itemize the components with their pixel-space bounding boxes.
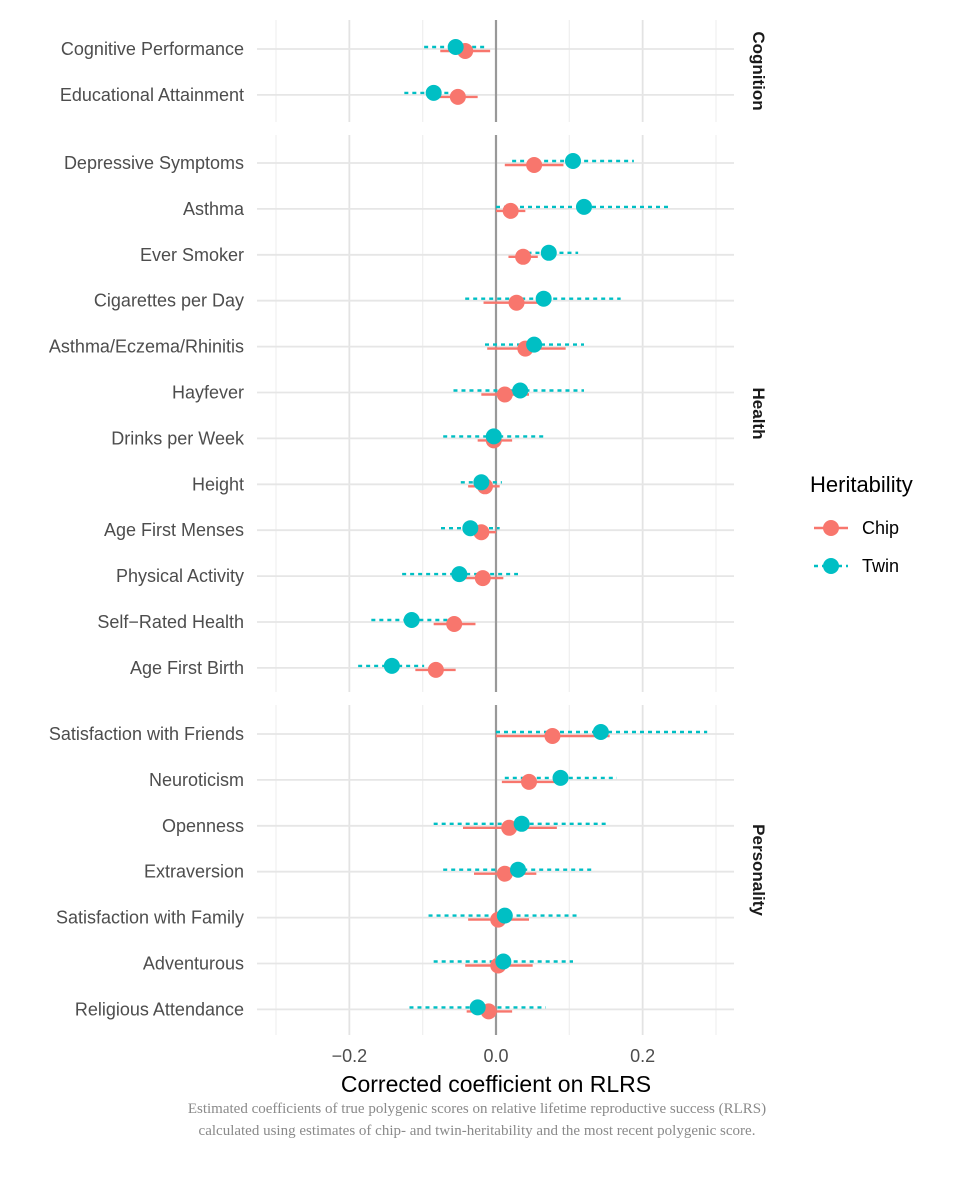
twin-point — [535, 290, 552, 307]
y-tick-label: Extraversion — [144, 862, 244, 882]
trait-row: Self−Rated Health — [97, 612, 476, 632]
twin-point — [526, 336, 543, 353]
trait-row: Asthma/Eczema/Rhinitis — [49, 336, 584, 357]
chip-point — [515, 248, 532, 265]
y-tick-label: Asthma — [183, 199, 245, 219]
trait-row: Adventurous — [143, 953, 573, 974]
chip-point — [508, 294, 525, 311]
chip-point — [496, 865, 513, 882]
y-tick-label: Self−Rated Health — [97, 612, 244, 632]
legend-key-point — [823, 520, 839, 536]
chip-point — [496, 386, 513, 403]
trait-row: Drinks per Week — [111, 428, 544, 449]
trait-row: Openness — [162, 815, 610, 836]
trait-row: Cigarettes per Day — [94, 290, 621, 311]
x-axis-title: Corrected coefficient on RLRS — [341, 1071, 651, 1097]
panel-personality: Personality Satisfaction with Friends Neur… — [49, 705, 768, 1035]
twin-point — [495, 953, 512, 970]
twin-point — [496, 907, 513, 924]
facet-strip-label: Health — [749, 388, 768, 440]
panel-health: Health Depressive Symptoms Asthma Ever Smok… — [49, 135, 768, 692]
trait-row: Educational Attainment — [60, 84, 478, 105]
twin-point — [485, 428, 502, 445]
chip-point — [427, 661, 444, 678]
facet-strip-label: Personality — [749, 824, 768, 916]
y-tick-label: Educational Attainment — [60, 85, 244, 105]
twin-point — [512, 382, 529, 399]
x-tick-label: −0.2 — [332, 1046, 368, 1066]
twin-point — [592, 724, 609, 740]
legend-key-twin: Twin — [814, 556, 899, 576]
y-tick-label: Age First Birth — [130, 658, 244, 678]
y-tick-label: Height — [192, 474, 244, 494]
chip-point — [502, 202, 519, 219]
twin-point — [509, 861, 526, 878]
y-tick-label: Satisfaction with Friends — [49, 724, 244, 744]
y-tick-label: Age First Menses — [104, 520, 244, 540]
y-tick-label: Adventurous — [143, 954, 244, 974]
twin-point — [564, 153, 581, 169]
figure-caption: Estimated coefficients of true polygenic… — [187, 1101, 767, 1139]
trait-row: Age First Birth — [130, 657, 456, 678]
chip-point — [544, 728, 561, 744]
twin-point — [552, 769, 569, 786]
twin-point — [473, 474, 490, 491]
trait-row: Satisfaction with Family — [56, 907, 579, 928]
trait-row: Extraversion — [144, 861, 593, 882]
y-tick-label: Ever Smoker — [140, 245, 244, 265]
y-tick-label: Physical Activity — [116, 566, 244, 586]
x-tick-label: 0.0 — [483, 1046, 508, 1066]
y-tick-label: Drinks per Week — [111, 428, 245, 448]
trait-row: Age First Menses — [104, 520, 500, 541]
x-tick-label: 0.2 — [630, 1046, 655, 1066]
twin-point — [469, 999, 486, 1016]
y-tick-label: Religious Attendance — [75, 999, 244, 1019]
legend-label: Twin — [862, 556, 899, 576]
twin-point — [540, 244, 557, 261]
chip-point — [449, 88, 466, 105]
trait-row: Physical Activity — [116, 566, 518, 587]
trait-row: Depressive Symptoms — [64, 153, 634, 173]
trait-row: Cognitive Performance — [61, 39, 491, 59]
chip-point — [520, 773, 537, 790]
twin-point — [451, 566, 468, 583]
chip-point — [446, 616, 463, 632]
trait-row: Ever Smoker — [140, 244, 579, 265]
y-tick-label: Depressive Symptoms — [64, 153, 244, 173]
trait-row: Religious Attendance — [75, 999, 546, 1020]
trait-row: Hayfever — [172, 382, 584, 403]
trait-row: Neuroticism — [149, 769, 617, 790]
trait-row: Asthma — [183, 198, 672, 219]
chip-point — [526, 157, 543, 173]
twin-point — [575, 198, 592, 215]
legend: Heritability Chip Twin — [810, 472, 913, 576]
twin-point — [403, 612, 420, 628]
twin-point — [513, 815, 530, 832]
legend-key-point — [823, 558, 839, 574]
twin-point — [462, 520, 479, 537]
y-tick-label: Cognitive Performance — [61, 39, 244, 59]
y-tick-label: Neuroticism — [149, 770, 244, 790]
twin-point — [383, 657, 400, 674]
trait-row: Satisfaction with Friends — [49, 724, 708, 744]
panel-cognition: Cognition Cognitive Performance Educationa… — [60, 20, 768, 122]
chip-point — [501, 819, 518, 836]
chip-point — [474, 570, 491, 587]
legend-label: Chip — [862, 518, 899, 538]
y-tick-label: Hayfever — [172, 383, 244, 403]
y-tick-label: Openness — [162, 816, 244, 836]
legend-key-chip: Chip — [814, 518, 899, 538]
trait-row: Height — [192, 474, 502, 495]
y-tick-label: Satisfaction with Family — [56, 908, 244, 928]
facet-strip-label: Cognition — [749, 31, 768, 110]
y-tick-label: Asthma/Eczema/Rhinitis — [49, 337, 244, 357]
y-tick-label: Cigarettes per Day — [94, 291, 244, 311]
twin-point — [447, 39, 464, 55]
legend-title: Heritability — [810, 472, 913, 497]
twin-point — [425, 84, 442, 101]
